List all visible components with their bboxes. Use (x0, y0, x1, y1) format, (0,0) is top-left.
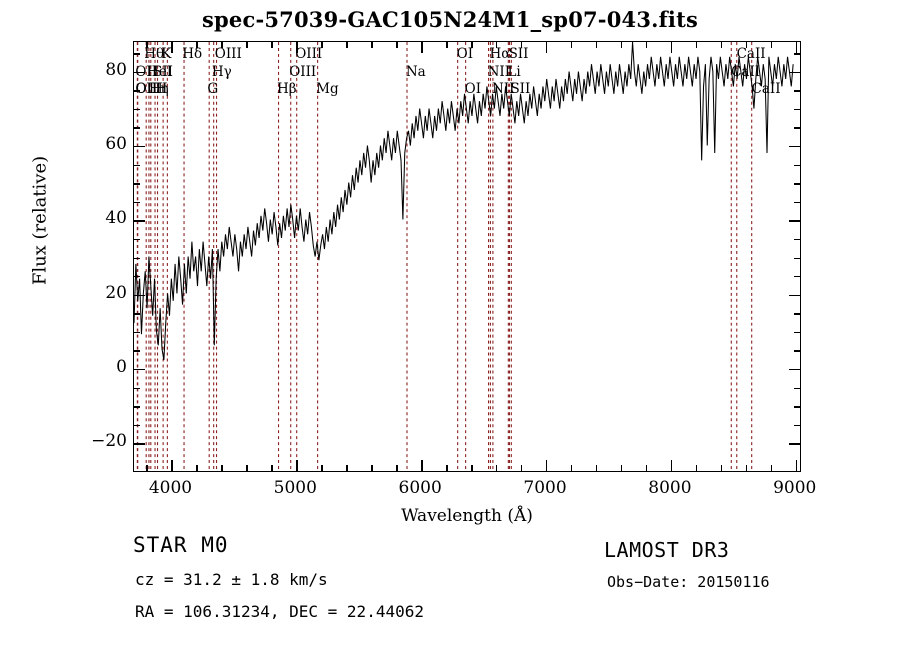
x-tick-label: 9000 (773, 478, 817, 498)
y-axis-tick-labels: −20 0 20 40 60 80 (63, 41, 127, 472)
spectral-line-label: Hβ (276, 81, 297, 97)
y-tick-label: 80 (105, 59, 127, 80)
spectrum-curve (134, 42, 794, 361)
y-tick-label: 40 (105, 208, 127, 229)
spectral-line-label: OI (456, 46, 474, 62)
x-tick-label: 6000 (398, 478, 442, 498)
observation-date: Obs−Date: 20150116 (607, 573, 770, 591)
spectral-line-label: Hθ (144, 46, 165, 62)
spectral-line-label: SII (510, 81, 531, 97)
spectral-line-label: Hα (489, 46, 511, 62)
spectral-line-label: SII (153, 64, 174, 80)
spectral-line-label: Hγ (211, 64, 232, 80)
spectral-line-label: Na (405, 64, 426, 80)
spectral-line-label: OIII (295, 46, 323, 62)
spectral-line-label: Hδ (182, 46, 203, 62)
x-tick-label: 5000 (273, 478, 317, 498)
spectral-line-label: HeI (146, 64, 173, 80)
spectral-line-label: OII (135, 64, 158, 80)
y-tick-label: 0 (116, 356, 127, 377)
spectral-line-label: K (161, 46, 172, 62)
page-title: spec-57039-GAC105N24M1_sp07-043.fits (201, 7, 699, 32)
spectral-line-label: G (207, 81, 219, 97)
spectral-line-label: OIII (289, 64, 317, 80)
spectral-line-label: Li (507, 64, 521, 80)
plot-clip-area (134, 42, 800, 471)
x-axis-title: Wavelength (Å) (401, 506, 533, 526)
y-axis-title: Flux (relative) (29, 155, 51, 286)
spectral-line-label: CaII (736, 46, 766, 62)
y-tick-label: 60 (105, 134, 127, 155)
spectral-line-label: OI (464, 81, 482, 97)
spectral-line-label: CaII (731, 64, 761, 80)
spectral-line-label: NII (491, 81, 515, 97)
spectral-line-label: CaII (751, 81, 781, 97)
spectral-line-label: SII (508, 46, 529, 62)
spectral-line-label: OIII (214, 46, 242, 62)
x-tick-label: 8000 (648, 478, 692, 498)
object-classification: STAR M0 (133, 533, 229, 557)
spectral-line-label: NII (487, 64, 511, 80)
spectral-line-label: Hη (148, 81, 169, 97)
spectral-line-label: H (155, 81, 168, 97)
x-tick-label: 4000 (148, 478, 193, 498)
spectral-line-label: Mg (316, 81, 339, 97)
spectral-line-label: OII (135, 81, 158, 97)
spectral-line-label: OIII (135, 81, 163, 97)
y-tick-label: −20 (91, 431, 127, 452)
redshift-velocity: cz = 31.2 ± 1.8 km/s (135, 570, 328, 589)
plot-frame (133, 41, 801, 472)
x-tick-label: 7000 (523, 478, 567, 498)
y-tick-label: 20 (105, 282, 127, 303)
coordinates: RA = 106.31234, DEC = 22.44062 (135, 602, 424, 621)
survey-name: LAMOST DR3 (604, 538, 730, 562)
